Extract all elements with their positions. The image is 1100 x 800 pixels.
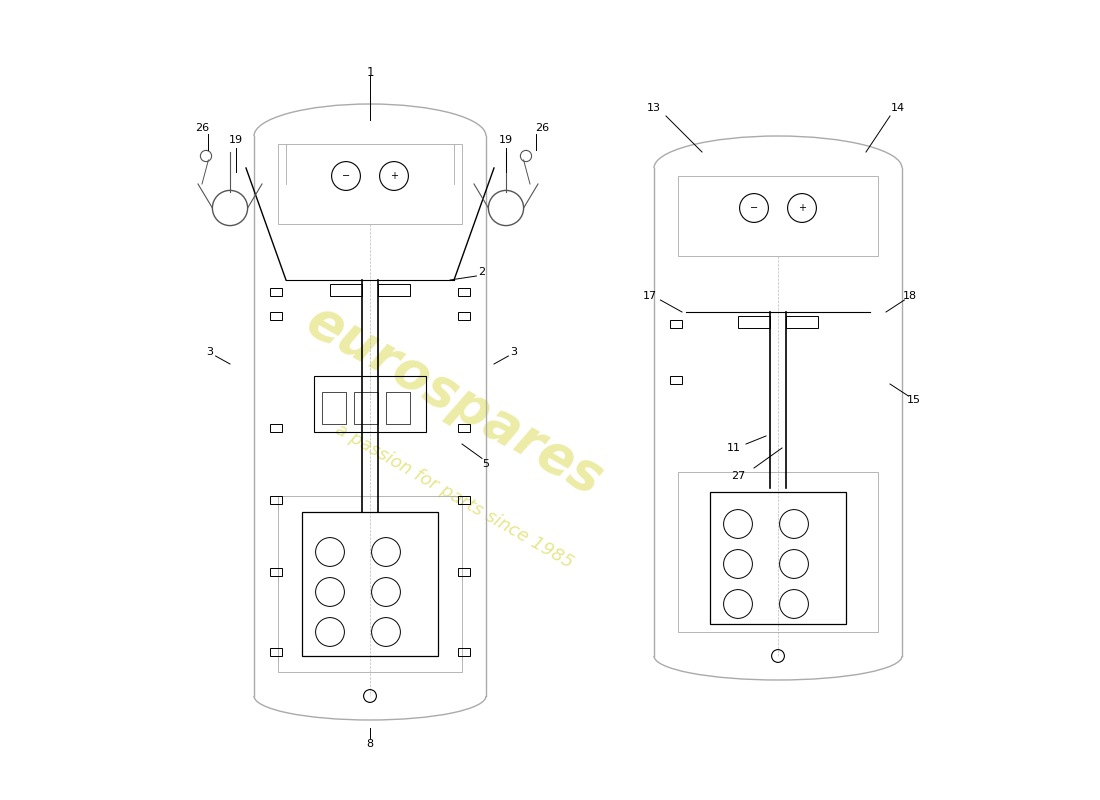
Bar <box>710 492 846 624</box>
Text: 2: 2 <box>478 267 485 277</box>
Bar <box>278 144 462 224</box>
Text: 26: 26 <box>195 123 209 133</box>
Text: eurospares: eurospares <box>297 294 612 506</box>
Text: 11: 11 <box>727 443 741 453</box>
Bar <box>458 496 470 504</box>
Bar <box>738 316 770 328</box>
Text: 19: 19 <box>499 135 513 145</box>
Bar <box>678 176 878 256</box>
Text: 14: 14 <box>891 103 905 113</box>
Bar <box>278 496 462 672</box>
Bar <box>458 312 470 320</box>
Bar <box>270 496 282 504</box>
Text: +: + <box>798 203 806 213</box>
Bar <box>322 392 346 424</box>
Text: 15: 15 <box>908 395 921 405</box>
Text: 13: 13 <box>647 103 661 113</box>
Text: 17: 17 <box>642 291 657 301</box>
Text: a passion for parts since 1985: a passion for parts since 1985 <box>332 420 576 572</box>
Text: 19: 19 <box>229 135 243 145</box>
Bar <box>670 376 682 384</box>
Bar <box>270 568 282 576</box>
Text: −: − <box>342 171 350 181</box>
Bar <box>678 472 878 632</box>
Bar <box>458 424 470 432</box>
Bar <box>270 648 282 656</box>
Bar <box>314 376 426 432</box>
Text: −: − <box>750 203 758 213</box>
Text: 1: 1 <box>366 66 374 78</box>
Bar <box>458 648 470 656</box>
Bar <box>330 284 362 296</box>
Bar <box>386 392 410 424</box>
Text: 3: 3 <box>510 347 517 357</box>
Bar <box>458 288 470 296</box>
Bar <box>270 288 282 296</box>
Bar <box>302 512 438 656</box>
Bar <box>786 316 818 328</box>
Bar <box>354 392 378 424</box>
Bar <box>670 320 682 328</box>
Text: 18: 18 <box>903 291 917 301</box>
Bar <box>270 424 282 432</box>
Text: 8: 8 <box>366 739 374 749</box>
Bar <box>378 284 410 296</box>
Bar <box>270 312 282 320</box>
Text: 27: 27 <box>730 471 745 481</box>
Text: +: + <box>390 171 398 181</box>
Text: 5: 5 <box>483 459 490 469</box>
Bar <box>458 568 470 576</box>
Text: 26: 26 <box>535 123 549 133</box>
Text: 3: 3 <box>207 347 213 357</box>
